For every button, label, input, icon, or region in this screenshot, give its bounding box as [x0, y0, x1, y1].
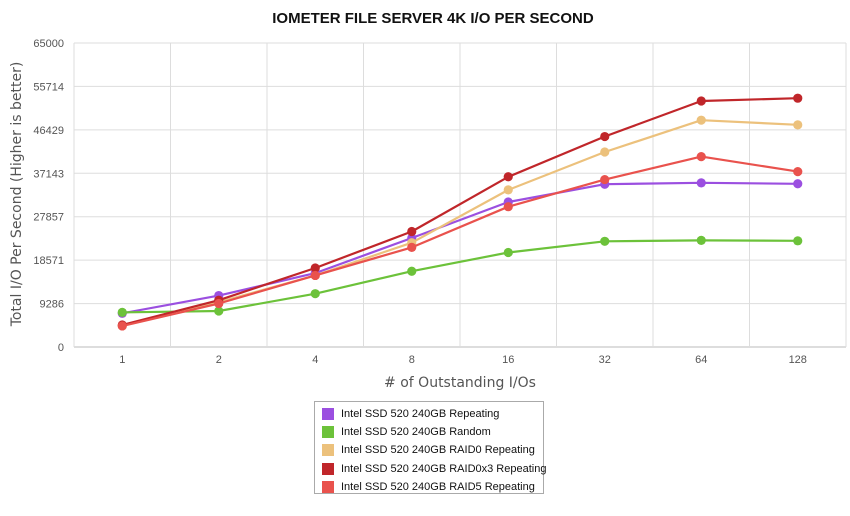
data-point — [214, 306, 224, 316]
legend-swatch — [322, 444, 334, 457]
data-point — [793, 120, 803, 130]
data-point — [793, 167, 803, 177]
data-point — [117, 307, 127, 317]
data-point — [696, 152, 706, 162]
chart-title: IOMETER FILE SERVER 4K I/O PER SECOND — [272, 10, 594, 27]
data-point — [117, 321, 127, 331]
data-point — [600, 174, 610, 185]
legend-item: Intel SSD 520 240GB RAID0x3 Repeating — [322, 460, 547, 478]
y-tick-label: 27857 — [33, 212, 64, 224]
legend-item: Intel SSD 520 240GB Random — [322, 423, 543, 441]
y-tick-label: 37143 — [33, 168, 64, 180]
x-tick-label: 4 — [312, 354, 318, 366]
y-axis-label: Total I/O Per Second (Higher is better) — [9, 62, 25, 328]
legend-label: Intel SSD 520 240GB RAID5 Repeating — [341, 480, 535, 493]
series-line — [122, 155, 798, 328]
data-point — [793, 236, 803, 246]
series-line — [122, 239, 798, 314]
data-point — [310, 263, 320, 273]
x-tick-label: 128 — [789, 354, 807, 366]
legend: Intel SSD 520 240GB Repeating Intel SSD 5… — [314, 401, 547, 496]
data-point — [407, 242, 417, 252]
series-5 — [117, 152, 803, 331]
y-tick-label: 55714 — [33, 81, 64, 93]
series-line — [122, 181, 798, 315]
series-line — [122, 119, 798, 327]
legend-item: Intel SSD 520 240GB Repeating — [322, 405, 543, 423]
legend-label: Intel SSD 520 240GB Repeating — [341, 408, 500, 421]
x-tick-label: 2 — [216, 354, 222, 366]
y-tick-label: 46429 — [33, 125, 64, 137]
data-point — [600, 147, 610, 157]
data-point — [503, 247, 513, 258]
legend-label: Intel SSD 520 240GB Random — [341, 426, 491, 439]
data-point — [214, 298, 224, 309]
y-tick-label: 65000 — [33, 38, 64, 50]
x-axis-ticks: 1 2 4 8 16 32 64 128 — [119, 354, 807, 366]
y-tick-label: 0 — [58, 342, 64, 354]
y-tick-label: 18571 — [33, 255, 64, 267]
data-point — [793, 179, 803, 189]
legend-label: Intel SSD 520 240GB RAID0 Repeating — [341, 444, 535, 457]
data-point — [503, 202, 513, 212]
y-tick-label: 9286 — [40, 299, 64, 311]
x-tick-label: 8 — [409, 354, 415, 366]
data-point — [310, 289, 320, 299]
data-point — [503, 185, 513, 195]
series-layer — [117, 93, 803, 331]
legend-swatch — [322, 426, 334, 439]
legend-label: Intel SSD 520 240GB RAID0x3 Repeating — [341, 462, 547, 475]
data-point — [696, 115, 706, 125]
y-axis-ticks: 0 9286 18571 27857 37143 46429 55714 65000 — [33, 38, 64, 354]
legend-swatch — [322, 462, 334, 475]
data-point — [696, 96, 706, 106]
legend-swatch — [322, 480, 334, 493]
data-point — [696, 178, 706, 188]
x-tick-label: 32 — [599, 354, 611, 366]
data-point — [696, 235, 706, 245]
series-2 — [117, 235, 803, 317]
data-point — [600, 236, 610, 246]
data-point — [793, 93, 803, 103]
x-tick-label: 1 — [119, 354, 125, 366]
data-point — [503, 172, 513, 182]
x-tick-label: 64 — [695, 354, 707, 366]
data-point — [310, 270, 320, 281]
x-axis-label: # of Outstanding I/Os — [384, 375, 536, 391]
series-line — [122, 97, 798, 327]
data-point — [407, 226, 417, 237]
x-tick-label: 16 — [502, 354, 514, 366]
legend-swatch — [322, 408, 334, 421]
legend-item: Intel SSD 520 240GB RAID0 Repeating — [322, 441, 543, 459]
data-point — [407, 266, 417, 276]
legend-item: Intel SSD 520 240GB RAID5 Repeating — [322, 478, 543, 496]
data-point — [600, 131, 610, 142]
